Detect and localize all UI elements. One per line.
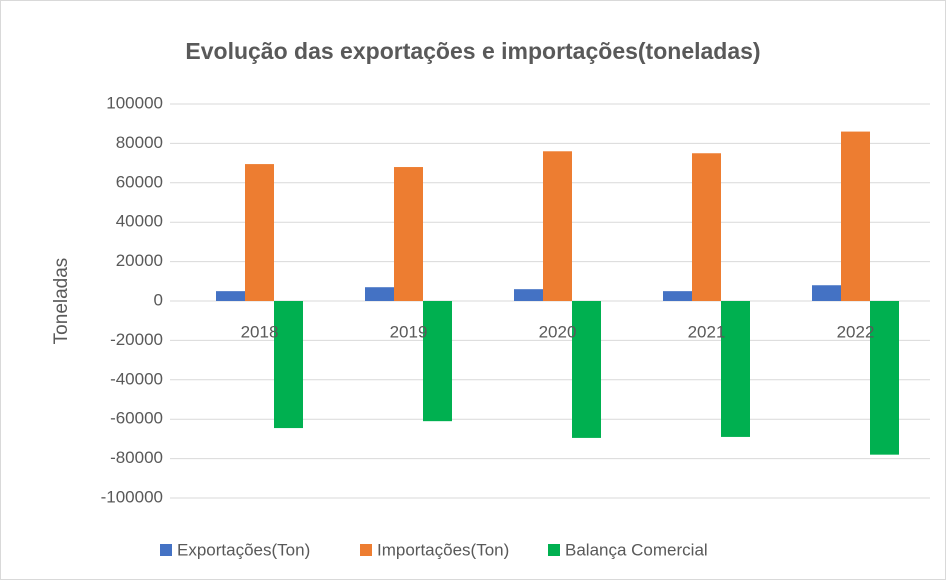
bar <box>394 167 423 301</box>
bar <box>663 291 692 301</box>
y-tick-label: -40000 <box>110 369 163 388</box>
y-tick-label: -100000 <box>101 487 163 506</box>
y-tick-label: 60000 <box>116 172 163 191</box>
y-tick-label: 20000 <box>116 251 163 270</box>
legend-label: Exportações(Ton) <box>177 540 310 559</box>
bar <box>692 153 721 301</box>
legend-label: Importações(Ton) <box>377 540 509 559</box>
legend-label: Balança Comercial <box>565 540 708 559</box>
y-axis-label: Toneladas <box>51 258 72 345</box>
legend-swatch <box>548 544 560 556</box>
bar <box>721 301 750 437</box>
y-tick-label: -60000 <box>110 409 163 428</box>
x-tick-label: 2022 <box>837 322 875 341</box>
bar <box>216 291 245 301</box>
y-tick-label: 0 <box>154 290 163 309</box>
legend-swatch <box>160 544 172 556</box>
bar <box>365 287 394 301</box>
bar <box>543 151 572 301</box>
bar <box>245 164 274 301</box>
legend-swatch <box>360 544 372 556</box>
y-tick-label: 40000 <box>116 212 163 231</box>
bar <box>870 301 899 455</box>
bar <box>812 285 841 301</box>
x-tick-label: 2021 <box>688 322 726 341</box>
y-tick-label: -20000 <box>110 330 163 349</box>
y-tick-label: 80000 <box>116 133 163 152</box>
y-tick-label: 100000 <box>106 93 163 112</box>
bar <box>841 131 870 301</box>
bar <box>572 301 601 438</box>
y-tick-label: -80000 <box>110 448 163 467</box>
x-tick-label: 2019 <box>390 322 428 341</box>
x-tick-label: 2018 <box>241 322 279 341</box>
bar <box>514 289 543 301</box>
bar <box>423 301 452 422</box>
chart-title: Evolução das exportações e importações(t… <box>185 38 760 64</box>
bar <box>274 301 303 429</box>
x-tick-label: 2020 <box>539 322 577 341</box>
